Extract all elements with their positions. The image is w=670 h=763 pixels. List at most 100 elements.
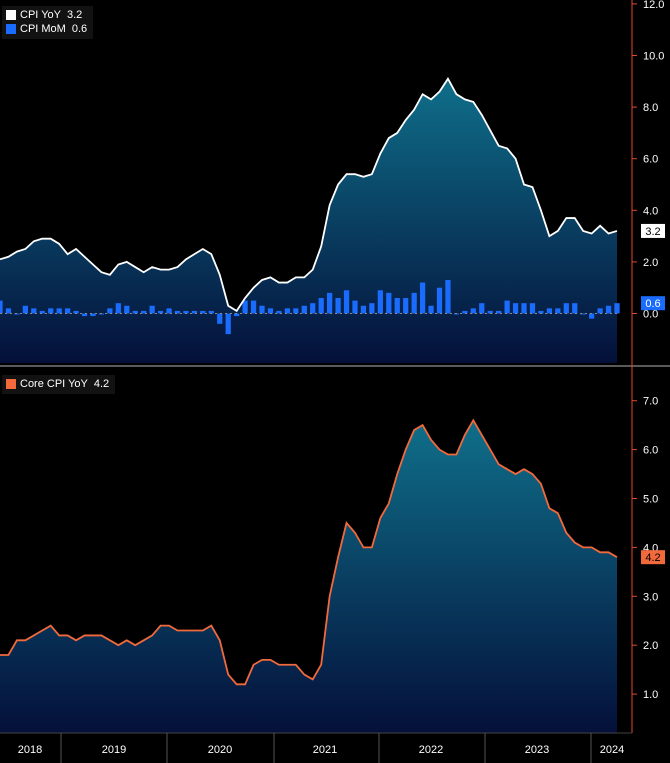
top-y-tick-label: 8.0	[643, 102, 658, 114]
legend-value-cpi-mom: 0.6	[71, 23, 88, 35]
legend-value-cpi-yoy: 3.2	[66, 9, 83, 21]
cpi-mom-bar	[512, 303, 519, 314]
cpi-mom-bar	[529, 303, 536, 314]
cpi-yoy-last-badge: 3.2	[645, 226, 660, 238]
cpi-mom-bar	[73, 310, 79, 314]
cpi-mom-bar	[64, 308, 71, 314]
bottom-y-tick-label: 6.0	[643, 445, 658, 457]
cpi-mom-last-badge: 0.6	[645, 298, 660, 310]
x-tick-label: 2020	[208, 744, 232, 756]
cpi-mom-bar	[22, 305, 28, 314]
cpi-mom-bar	[48, 308, 54, 314]
cpi-yoy-area	[0, 78, 617, 363]
cpi-mom-bar	[504, 300, 510, 314]
cpi-mom-bar	[335, 298, 341, 314]
x-tick-label: 2019	[102, 744, 126, 756]
cpi-mom-bar	[563, 303, 569, 314]
cpi-mom-bar	[546, 308, 553, 314]
cpi-mom-bar	[115, 303, 121, 314]
top-y-tick-label: 4.0	[643, 205, 658, 217]
bottom-legend: Core CPI YoY 4.2	[2, 375, 116, 394]
top-y-tick-label: 6.0	[643, 154, 658, 166]
cpi-mom-bar	[580, 313, 586, 315]
cpi-mom-bar	[276, 310, 282, 314]
cpi-mom-bar	[445, 279, 451, 314]
cpi-mom-bar	[521, 303, 527, 314]
legend-cpi-mom[interactable]: CPI MoM 0.6	[6, 22, 87, 36]
cpi-mom-bar	[267, 308, 274, 314]
x-tick-label: 2018	[18, 744, 42, 756]
cpi-mom-bar	[327, 292, 333, 314]
cpi-mom-last-badge-bg	[641, 296, 665, 311]
cpi-mom-bar	[107, 308, 113, 314]
legend-cpi-yoy[interactable]: CPI YoY 3.2	[6, 8, 87, 22]
top-y-tick-label: 0.0	[643, 309, 658, 321]
legend-label-core-cpi: Core CPI YoY	[20, 378, 88, 390]
cpi-mom-bar	[597, 308, 603, 314]
bottom-y-tick-label: 1.0	[643, 689, 658, 701]
core-cpi-last-badge-bg	[641, 550, 665, 565]
cpi-mom-bar	[496, 310, 502, 314]
bottom-y-tick-label: 3.0	[643, 591, 658, 603]
legend-label-cpi-mom: CPI MoM	[20, 23, 66, 35]
cpi-mom-bar	[31, 308, 37, 314]
legend-core-cpi[interactable]: Core CPI YoY 4.2	[6, 377, 109, 391]
cpi-mom-bar	[394, 298, 400, 314]
cpi-mom-bar	[174, 310, 181, 314]
cpi-mom-bar	[479, 303, 485, 314]
cpi-mom-bar	[538, 310, 544, 314]
cpi-mom-bar	[605, 305, 612, 314]
cpi-mom-bar	[217, 313, 223, 324]
cpi-mom-bar	[572, 303, 578, 314]
cpi-mom-bar	[555, 308, 561, 314]
cpi-mom-bar	[132, 310, 138, 314]
cpi-mom-bar	[81, 313, 88, 317]
core-cpi-last-badge: 4.2	[645, 552, 660, 564]
cpi-mom-bar	[310, 303, 316, 314]
cpi-yoy-last-badge-bg	[641, 223, 665, 238]
cpi-mom-bar	[419, 282, 426, 314]
cpi-mom-bar	[5, 308, 12, 314]
cpi-mom-bar	[39, 310, 45, 314]
cpi-mom-bar	[200, 310, 206, 314]
cpi-mom-bar	[360, 305, 367, 314]
cpi-mom-bar	[225, 313, 231, 335]
cpi-mom-bar	[318, 298, 324, 314]
cpi-mom-bar	[470, 308, 476, 314]
cpi-mom-bar	[0, 300, 3, 314]
cpi-mom-bar	[191, 310, 198, 314]
cpi-mom-bar	[259, 305, 265, 314]
legend-label-cpi-yoy: CPI YoY	[20, 9, 61, 21]
cpi-mom-bar	[343, 290, 350, 314]
cpi-mom-bar	[369, 303, 375, 314]
cpi-mom-bar	[157, 310, 164, 314]
top-y-tick-label: 2.0	[643, 257, 658, 269]
cpi-mom-bar	[293, 308, 299, 314]
cpi-mom-bar	[352, 300, 358, 314]
cpi-mom-bar	[386, 292, 392, 314]
cpi-mom-bar	[436, 287, 443, 314]
cpi-mom-bar	[589, 313, 595, 319]
cpi-mom-bar	[301, 305, 307, 314]
x-tick-label: 2022	[419, 744, 443, 756]
cpi-mom-bar	[141, 310, 147, 314]
cpi-mom-bar	[428, 305, 434, 314]
top-y-tick-label: 10.0	[643, 51, 664, 63]
legend-swatch-cpi-mom	[6, 24, 16, 34]
bottom-y-tick-label: 5.0	[643, 494, 658, 506]
cpi-mom-bar	[377, 290, 383, 314]
bottom-y-tick-label: 7.0	[643, 396, 658, 408]
cpi-yoy-line	[0, 76, 618, 313]
x-axis-band	[0, 733, 670, 763]
cpi-mom-bar	[90, 313, 96, 317]
cpi-mom-bar	[403, 298, 409, 314]
core-cpi-area	[0, 420, 617, 733]
x-tick-label: 2021	[313, 744, 337, 756]
cpi-mom-bar	[124, 305, 130, 314]
cpi-mom-bar	[208, 310, 214, 314]
legend-swatch-cpi-yoy	[6, 10, 16, 20]
legend-swatch-core-cpi	[6, 379, 16, 389]
cpi-mom-bar	[56, 308, 62, 314]
cpi-mom-bar	[462, 310, 468, 314]
